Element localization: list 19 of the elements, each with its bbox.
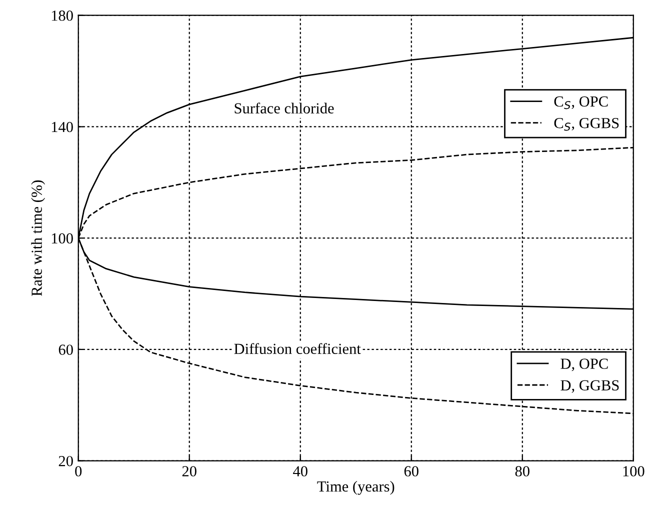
x-axis-title: Time (years) — [317, 480, 394, 495]
x-tick-label: 0 — [75, 466, 82, 476]
legend-label: C$_{S}$, OPC — [554, 96, 608, 110]
legend-label: D, OPC — [560, 358, 608, 372]
legend-label: D, GGBS — [560, 380, 619, 393]
x-tick-label: 20 — [182, 466, 196, 476]
y-tick-label: 60 — [58, 344, 73, 355]
x-tick-label: 80 — [515, 466, 530, 476]
y-tick-label: 20 — [58, 456, 73, 466]
x-tick-label: 100 — [623, 466, 644, 476]
legend-label: C$_{S}$, GGBS — [554, 118, 619, 131]
annotation: Diffusion coefficient — [234, 343, 361, 354]
y-tick-label: 100 — [52, 233, 73, 244]
x-tick-label: 60 — [404, 466, 418, 476]
y-axis-title: Rate with time (%) — [31, 180, 46, 296]
annotation: Surface chloride — [234, 102, 334, 114]
y-tick-label: 180 — [52, 10, 73, 21]
y-tick-label: 140 — [52, 122, 73, 132]
x-tick-label: 40 — [293, 466, 308, 476]
